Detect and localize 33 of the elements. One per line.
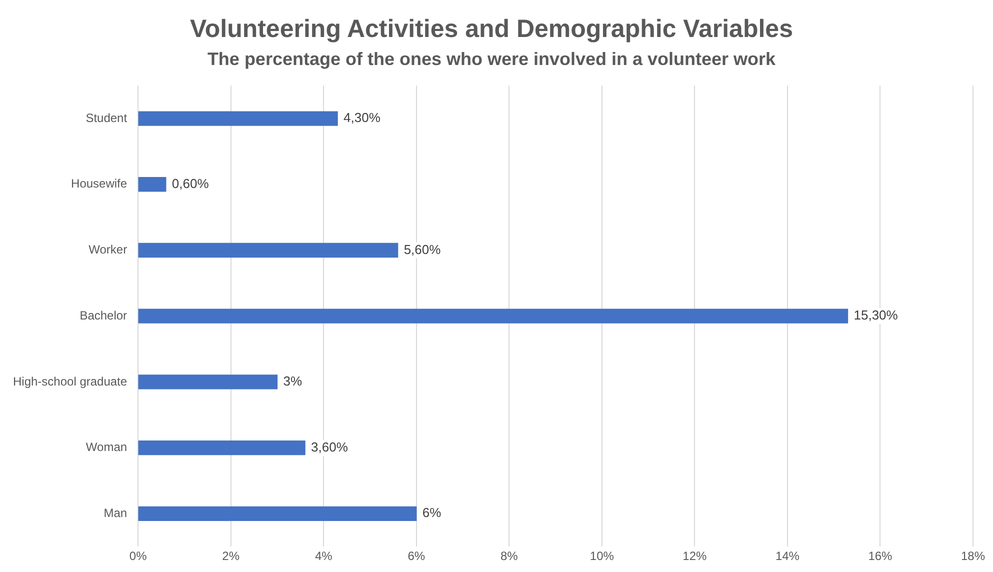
bar [138, 440, 306, 456]
x-tick-label: 12% [682, 549, 708, 564]
x-tick-label: 4% [314, 549, 333, 564]
x-tick-label: 0% [129, 549, 148, 564]
bar [138, 506, 417, 521]
y-tick-label: High-school graduate [12, 374, 128, 388]
x-tick-label: 10% [590, 549, 614, 564]
bar [138, 308, 848, 324]
bar [138, 242, 398, 258]
y-tick-label: Man [104, 506, 128, 520]
bar [138, 374, 278, 390]
chart-subtitle: The percentage of the ones who were involved in a volunteer work [207, 48, 777, 69]
bar [138, 111, 338, 126]
x-tick-label: 2% [222, 549, 240, 564]
data-label: 15,30% [854, 308, 898, 323]
data-label: 3% [283, 374, 302, 389]
data-label: 5,60% [404, 242, 442, 257]
x-tick-label: 8% [500, 549, 518, 564]
bar [138, 177, 166, 192]
y-tick-label: Worker [88, 242, 128, 257]
y-tick-label: Housewife [71, 176, 128, 191]
y-tick-label: Student [86, 110, 128, 125]
x-tick-label: 14% [775, 549, 800, 564]
data-label: 3,60% [311, 439, 348, 454]
chart-title: Volunteering Activities and Demographic Variables [190, 14, 793, 43]
x-tick-label: 6% [408, 549, 426, 564]
data-label: 0,60% [172, 176, 210, 191]
x-tick-label: 16% [868, 549, 893, 564]
y-tick-label: Woman [86, 440, 128, 454]
data-label: 6% [422, 505, 442, 520]
x-tick-label: 18% [960, 549, 986, 564]
y-tick-label: Bachelor [80, 308, 128, 322]
data-label: 4,30% [344, 110, 381, 126]
